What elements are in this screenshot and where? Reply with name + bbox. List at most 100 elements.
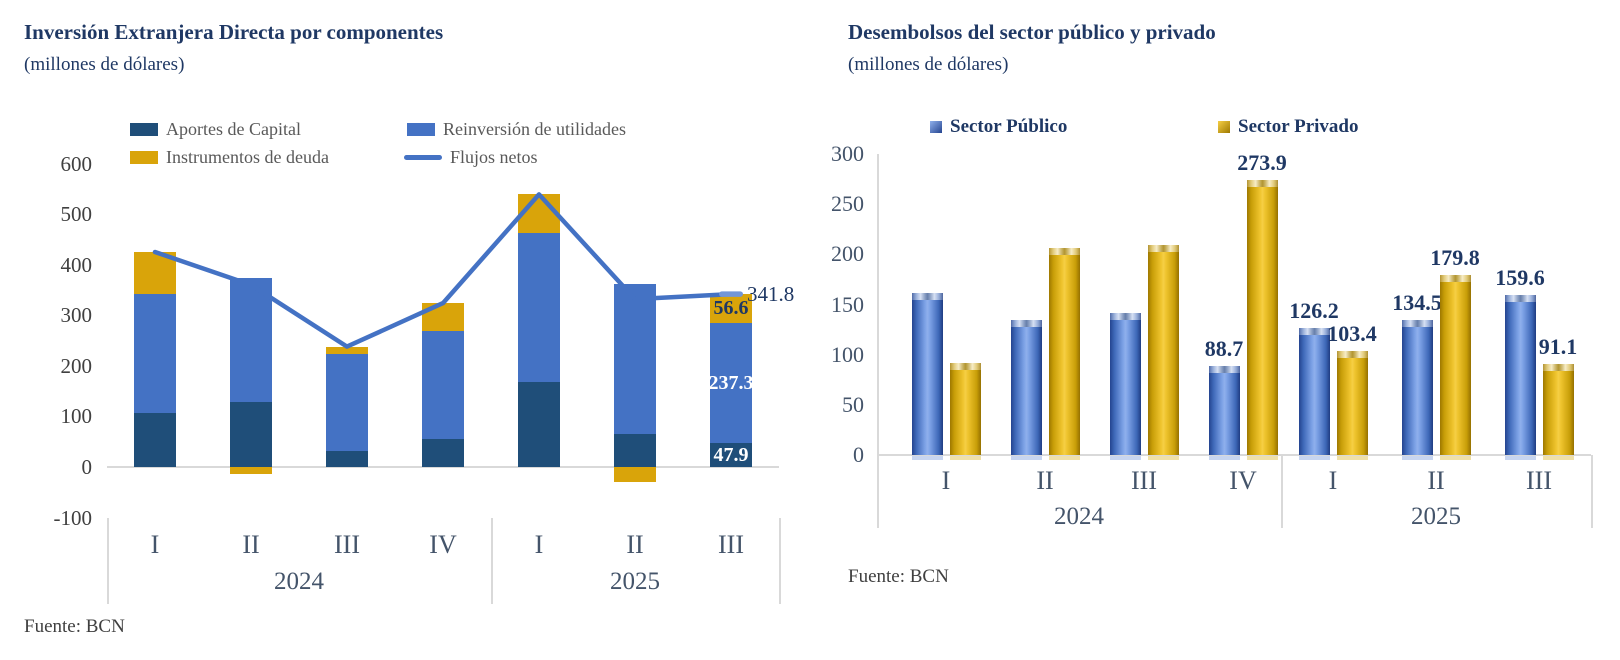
y-axis-tick-label: 150: [831, 291, 864, 317]
category-axis-separator: [107, 518, 109, 604]
sector-privado-bar: [1147, 245, 1179, 455]
aportes-swatch-icon: [130, 123, 158, 136]
category-axis-separator: [1591, 455, 1593, 528]
sector-privado-bar: [1246, 180, 1278, 455]
x-axis-line: [107, 466, 779, 468]
category-axis-separator: [491, 518, 493, 604]
y-axis-tick-label: 600: [60, 151, 93, 176]
bar-base-shadow: [1109, 456, 1141, 460]
stacked-bar-segment: [518, 382, 560, 467]
category-axis-separator: [779, 518, 781, 604]
stacked-bar-segment: [422, 439, 464, 467]
bar-base-shadow: [949, 456, 981, 460]
legend-item-aportes: Aportes de Capital: [130, 119, 301, 140]
disbursements-source-note: Fuente: BCN: [848, 566, 949, 587]
quarter-label: II: [242, 530, 260, 559]
bar-base-shadow: [1439, 456, 1471, 460]
bar-value-label: 273.9: [1237, 150, 1287, 176]
legend-item-sector-privado: Sector Privado: [1218, 116, 1359, 138]
legend-item-flujos: Flujos netos: [404, 147, 538, 168]
fdi-source-note: Fuente: BCN: [24, 616, 125, 637]
legend-label-reinversion: Reinversión de utilidades: [443, 119, 626, 139]
stacked-bar-segment: [134, 413, 176, 467]
legend-label-instrumentos: Instrumentos de deuda: [166, 147, 329, 167]
y-axis-tick-label: 250: [831, 191, 864, 217]
stacked-bar-segment: [326, 354, 368, 451]
bar-base-shadow: [1246, 456, 1278, 460]
bar-value-label: 126.2: [1289, 298, 1339, 324]
quarter-label: I: [1328, 466, 1338, 495]
y-axis-tick-label: 100: [60, 404, 93, 429]
stacked-bar-segment: [326, 346, 368, 355]
line-end-value-label: 341.8: [747, 282, 795, 307]
quarter-label: IV: [429, 530, 457, 559]
bar-base-shadow: [1504, 456, 1536, 460]
segment-value-label: 47.9: [713, 443, 749, 466]
sector-publico-swatch-icon: [930, 121, 942, 133]
bar-value-label: 159.6: [1495, 264, 1545, 290]
stacked-bar-segment: [710, 442, 752, 467]
y-axis-tick-label: 0: [853, 442, 864, 467]
y-axis-tick-label: 300: [60, 303, 93, 328]
bar-base-shadow: [1147, 456, 1179, 460]
year-label: 2024: [1054, 503, 1104, 530]
y-axis-tick-label: 200: [60, 353, 93, 378]
sector-privado-bar: [1439, 274, 1471, 455]
stacked-bar-segment: [614, 433, 656, 467]
sector-privado-bar: [949, 362, 981, 455]
quarter-label: I: [534, 530, 544, 559]
flujos-line-swatch-icon: [404, 155, 442, 160]
sector-privado-swatch-icon: [1218, 121, 1230, 133]
quarter-label: I: [941, 466, 951, 495]
fdi-chart-subtitle: (millones de dólares): [24, 54, 185, 75]
quarter-label: II: [1036, 466, 1054, 495]
y-axis-tick-label: -100: [53, 505, 93, 530]
fdi-chart-title: Inversión Extranjera Directa por compone…: [24, 20, 444, 44]
y-axis-tick-label: 500: [60, 202, 93, 227]
quarter-label: II: [1427, 466, 1445, 495]
stacked-bar-segment: [614, 467, 656, 483]
instrumentos-swatch-icon: [130, 151, 158, 164]
stacked-bar-segment: [422, 330, 464, 440]
y-axis-tick-label: 300: [831, 141, 864, 166]
stacked-bar-segment: [230, 467, 272, 474]
legend-item-instrumentos: Instrumentos de deuda: [130, 147, 329, 168]
year-label: 2024: [274, 568, 324, 595]
legend-label-sector-privado: Sector Privado: [1238, 116, 1359, 137]
bar-value-label: 91.1: [1538, 333, 1578, 359]
category-axis-separator: [1281, 455, 1283, 528]
bar-value-label: 103.4: [1327, 321, 1377, 347]
y-axis-tick-label: 0: [81, 455, 93, 479]
quarter-label: IV: [1229, 466, 1257, 495]
quarter-label: I: [150, 530, 160, 559]
bar-value-label: 88.7: [1204, 336, 1244, 361]
bar-base-shadow: [911, 456, 943, 460]
legend-label-flujos: Flujos netos: [450, 147, 538, 167]
bar-base-shadow: [1401, 456, 1433, 460]
segment-value-label: 56.6: [713, 297, 749, 320]
legend-item-sector-publico: Sector Público: [930, 116, 1067, 138]
sector-publico-bar: [1401, 320, 1433, 455]
quarter-label: III: [1526, 466, 1552, 495]
y-axis-tick-label: 100: [831, 341, 864, 367]
sector-publico-bar: [1010, 319, 1042, 455]
quarter-label: III: [334, 530, 360, 559]
sector-publico-bar: [1504, 294, 1536, 455]
disbursements-chart-subtitle: (millones de dólares): [848, 54, 1009, 75]
bar-base-shadow: [1542, 456, 1574, 460]
bar-base-shadow: [1010, 456, 1042, 460]
x-axis-line: [877, 454, 1591, 456]
sector-privado-bar: [1048, 248, 1080, 455]
y-axis-line: [877, 154, 879, 528]
quarter-label: II: [626, 530, 644, 559]
bar-base-shadow: [1336, 456, 1368, 460]
year-label: 2025: [610, 568, 660, 595]
disbursements-chart-title: Desembolsos del sector público y privado: [848, 20, 1216, 44]
bar-base-shadow: [1298, 456, 1330, 460]
sector-privado-bar: [1336, 351, 1368, 455]
reinversion-swatch-icon: [407, 123, 435, 136]
sector-publico-bar: [911, 293, 943, 455]
